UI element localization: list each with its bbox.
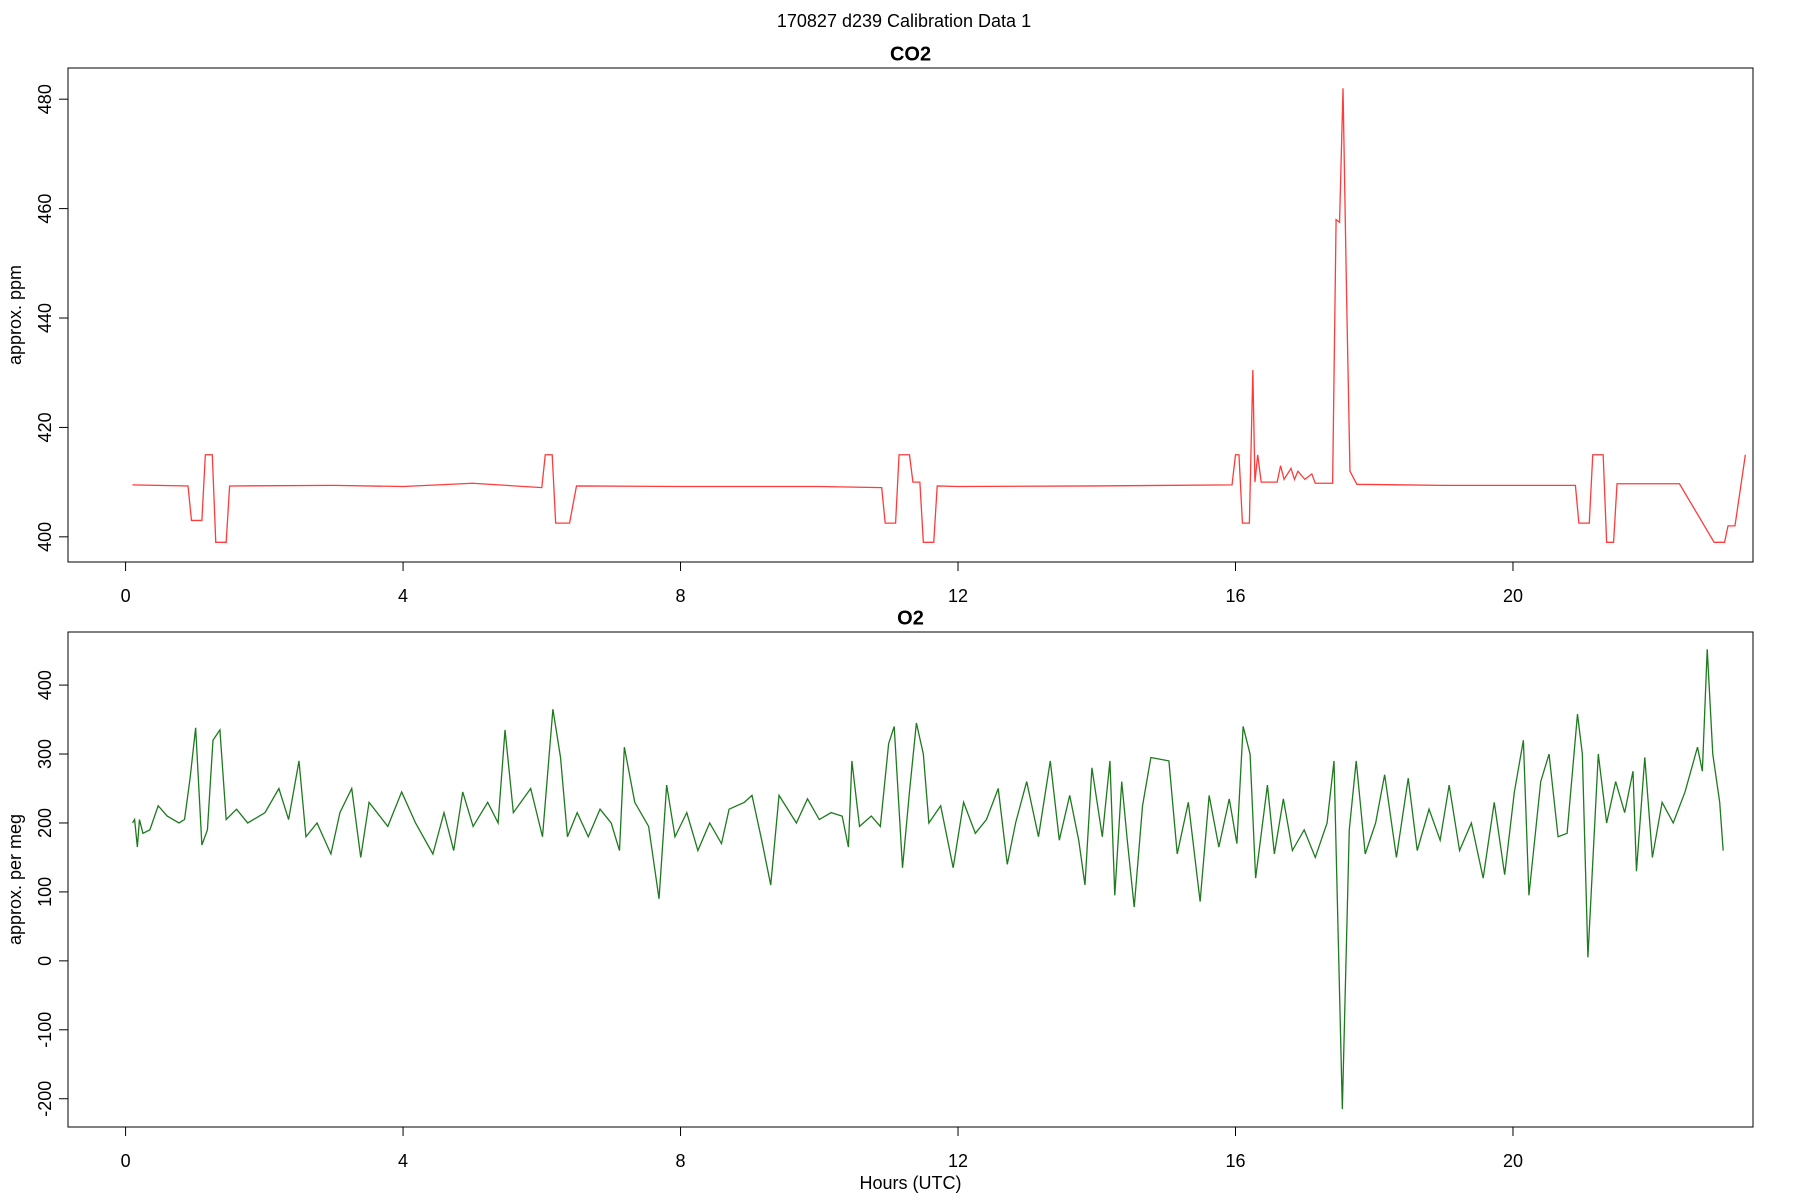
y-tick-label: 480	[35, 84, 55, 114]
x-tick-label: 8	[676, 586, 686, 606]
plot-frame	[67, 67, 1754, 563]
y-tick-label: 200	[35, 808, 55, 838]
y-tick-label: 0	[35, 956, 55, 966]
y-axis-label: approx. ppm	[5, 265, 25, 365]
x-tick-label: 16	[1225, 586, 1245, 606]
x-tick-label: 20	[1503, 586, 1523, 606]
x-axis-label: Hours (UTC)	[860, 1173, 962, 1193]
y-tick-label: 460	[35, 194, 55, 224]
x-tick-label: 12	[948, 586, 968, 606]
y-tick-label: 300	[35, 739, 55, 769]
plot-frame	[67, 631, 1754, 1128]
y-tick-label: -200	[35, 1081, 55, 1117]
y-tick-label: -100	[35, 1012, 55, 1048]
data-line	[131, 649, 1724, 1110]
x-tick-label: 16	[1225, 1151, 1245, 1171]
chart-title: O2	[897, 607, 924, 629]
y-tick-label: 400	[35, 522, 55, 552]
data-line	[132, 88, 1747, 543]
y-axis-label: approx. per meg	[5, 814, 25, 945]
y-tick-label: 440	[35, 303, 55, 333]
x-tick-label: 8	[676, 1151, 686, 1171]
x-tick-label: 12	[948, 1151, 968, 1171]
x-tick-label: 4	[398, 1151, 408, 1171]
x-tick-label: 4	[398, 586, 408, 606]
x-tick-label: 0	[121, 1151, 131, 1171]
chart-title: CO2	[890, 43, 931, 65]
x-tick-label: 20	[1503, 1151, 1523, 1171]
figure-title: 170827 d239 Calibration Data 1	[777, 11, 1031, 31]
y-tick-label: 400	[35, 670, 55, 700]
x-tick-label: 0	[121, 586, 131, 606]
y-tick-label: 100	[35, 877, 55, 907]
y-tick-label: 420	[35, 412, 55, 442]
